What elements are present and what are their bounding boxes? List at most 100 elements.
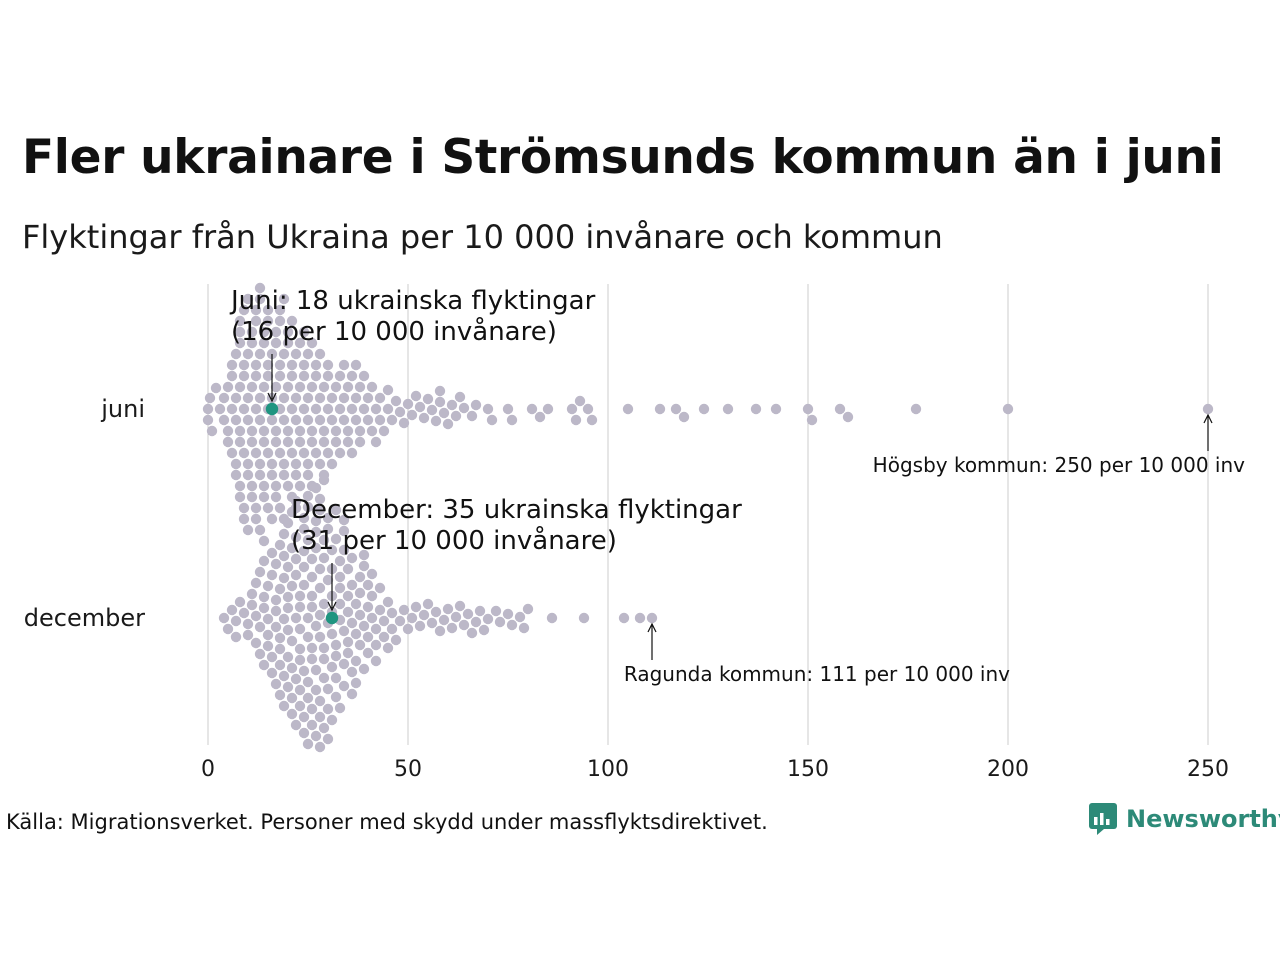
data-point — [354, 609, 366, 621]
data-point — [266, 667, 278, 679]
data-point — [298, 512, 310, 524]
data-point — [274, 359, 286, 371]
data-point — [242, 414, 254, 426]
highlight-arrow-head — [267, 392, 277, 403]
data-point — [434, 625, 446, 637]
data-point — [574, 395, 586, 407]
data-point — [286, 635, 298, 647]
data-point — [910, 403, 922, 415]
data-point — [434, 385, 446, 397]
data-point — [306, 436, 318, 448]
data-point — [254, 282, 266, 294]
data-point — [254, 469, 266, 481]
data-point — [314, 741, 326, 753]
data-point — [266, 458, 278, 470]
data-point — [446, 399, 458, 411]
data-point — [274, 689, 286, 701]
data-point — [274, 583, 286, 595]
data-point — [282, 436, 294, 448]
data-point — [298, 370, 310, 382]
data-point — [258, 337, 270, 349]
data-point — [226, 359, 238, 371]
data-point — [234, 425, 246, 437]
data-point — [290, 392, 302, 404]
data-point — [278, 293, 290, 305]
data-point — [302, 490, 314, 502]
data-point — [278, 572, 290, 584]
data-point — [342, 381, 354, 393]
data-point — [306, 601, 318, 613]
data-point — [250, 513, 262, 525]
data-point — [334, 555, 346, 567]
data-point — [314, 392, 326, 404]
brand-logo[interactable]: Newsworthy — [1088, 802, 1280, 836]
data-point — [306, 642, 318, 654]
data-point — [298, 523, 310, 535]
data-point — [570, 414, 582, 426]
data-point — [270, 425, 282, 437]
data-point — [454, 600, 466, 612]
data-point — [322, 403, 334, 415]
data-point — [426, 404, 438, 416]
data-point — [242, 469, 254, 481]
data-point — [242, 629, 254, 641]
data-point — [226, 604, 238, 616]
data-point — [278, 348, 290, 360]
data-point — [298, 727, 310, 739]
data-point — [306, 553, 318, 565]
data-point — [230, 615, 242, 627]
data-point — [354, 571, 366, 583]
data-point — [314, 582, 326, 594]
data-point — [302, 414, 314, 426]
data-point — [222, 436, 234, 448]
data-point — [226, 447, 238, 459]
data-point — [458, 402, 470, 414]
data-point — [546, 612, 558, 624]
data-point — [342, 563, 354, 575]
data-point — [258, 659, 270, 671]
highlight-label-line1: Juni: 18 ukrainska flyktingar — [229, 286, 596, 316]
data-point — [254, 293, 266, 305]
data-point — [234, 326, 246, 338]
grid-lines — [207, 284, 1209, 745]
data-point — [426, 617, 438, 629]
data-point — [586, 414, 598, 426]
data-point — [382, 596, 394, 608]
data-point — [338, 414, 350, 426]
data-point — [338, 525, 350, 537]
data-point — [262, 315, 274, 327]
data-point — [294, 436, 306, 448]
data-point — [370, 639, 382, 651]
data-point — [362, 631, 374, 643]
data-point — [298, 359, 310, 371]
data-point — [334, 447, 346, 459]
data-point — [246, 491, 258, 503]
data-point — [222, 623, 234, 635]
data-point — [310, 684, 322, 696]
data-point — [430, 606, 442, 618]
data-point — [282, 624, 294, 636]
data-point — [310, 447, 322, 459]
data-point — [238, 304, 250, 316]
data-point — [274, 643, 286, 655]
data-point — [302, 631, 314, 643]
data-point — [314, 458, 326, 470]
data-point — [294, 654, 306, 666]
data-point — [294, 337, 306, 349]
data-point — [318, 653, 330, 665]
data-point — [670, 403, 682, 415]
data-point — [286, 359, 298, 371]
category-label-juni: juni — [100, 395, 145, 423]
data-point — [298, 447, 310, 459]
data-point — [278, 414, 290, 426]
data-point — [274, 304, 286, 316]
data-point — [250, 447, 262, 459]
data-point — [374, 414, 386, 426]
data-point — [270, 558, 282, 570]
data-point — [258, 480, 270, 492]
data-point — [306, 703, 318, 715]
data-point — [286, 447, 298, 459]
annotation-label: Högsby kommun: 250 per 10 000 inv — [873, 453, 1245, 477]
data-point — [318, 642, 330, 654]
data-point — [270, 436, 282, 448]
